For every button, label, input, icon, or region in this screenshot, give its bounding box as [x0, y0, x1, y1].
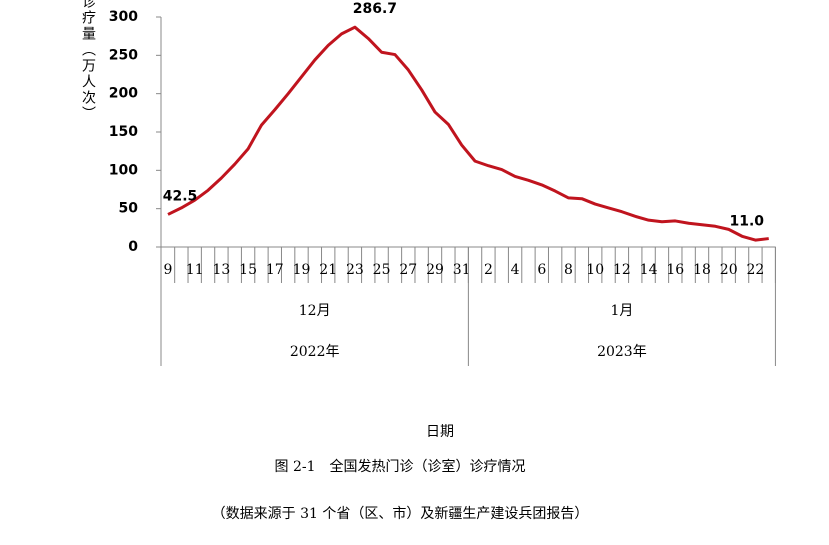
x-tick-label: 6 — [537, 262, 546, 278]
line — [167, 25, 769, 242]
data-label: 286.7 — [353, 1, 397, 17]
x-tick-label: 18 — [693, 262, 711, 278]
month-label: 12月 — [299, 303, 331, 319]
x-tick-label: 22 — [746, 262, 764, 278]
y-tick-label: 100 — [109, 162, 138, 178]
x-tick-label: 19 — [293, 262, 311, 278]
source: （数据来源于 31 个省（区、市）及新疆生产建设兵团报告） — [212, 505, 589, 522]
y-tick-label: 150 — [109, 124, 138, 140]
x-tick-label: 14 — [640, 262, 658, 278]
month-label: 1月 — [610, 303, 633, 319]
data-label: 11.0 — [729, 214, 764, 230]
x-tick-label: 8 — [564, 262, 573, 278]
caption: 图 2-1 全国发热门诊（诊室）诊疗情况 — [275, 458, 526, 475]
x-tick-label: 11 — [186, 262, 204, 278]
x-tick-label: 12 — [613, 262, 631, 278]
x-tick-label: 4 — [511, 262, 520, 278]
data-label: 42.5 — [163, 188, 198, 204]
y-axis-label: 诊疗量（万人次） — [80, 0, 96, 122]
x-tick-label: 25 — [373, 262, 391, 278]
x-tick-label: 2 — [484, 262, 493, 278]
y-tick-label: 0 — [128, 239, 138, 255]
y-tick-label: 200 — [109, 86, 138, 102]
year-label: 2022年 — [290, 344, 340, 360]
x-tick-label: 20 — [720, 262, 738, 278]
x-tick-label: 10 — [586, 262, 604, 278]
year-label: 2023年 — [597, 344, 647, 360]
y-tick-label: 300 — [109, 9, 138, 25]
x-tick-label: 23 — [346, 262, 364, 278]
x-tick-label: 17 — [266, 262, 284, 278]
x-tick-label: 16 — [666, 262, 684, 278]
x-tick-label: 15 — [239, 262, 257, 278]
y-tick-label: 250 — [109, 47, 138, 63]
x-tick-label: 27 — [399, 262, 417, 278]
x-tick-label: 9 — [164, 262, 173, 278]
x-tick-label: 13 — [212, 262, 230, 278]
x-tick-label: 31 — [453, 262, 471, 278]
x-axis-label: 日期 — [426, 424, 454, 440]
x-tick-label: 21 — [319, 262, 337, 278]
y-tick-label: 50 — [119, 201, 139, 217]
x-tick-label: 29 — [426, 262, 444, 278]
